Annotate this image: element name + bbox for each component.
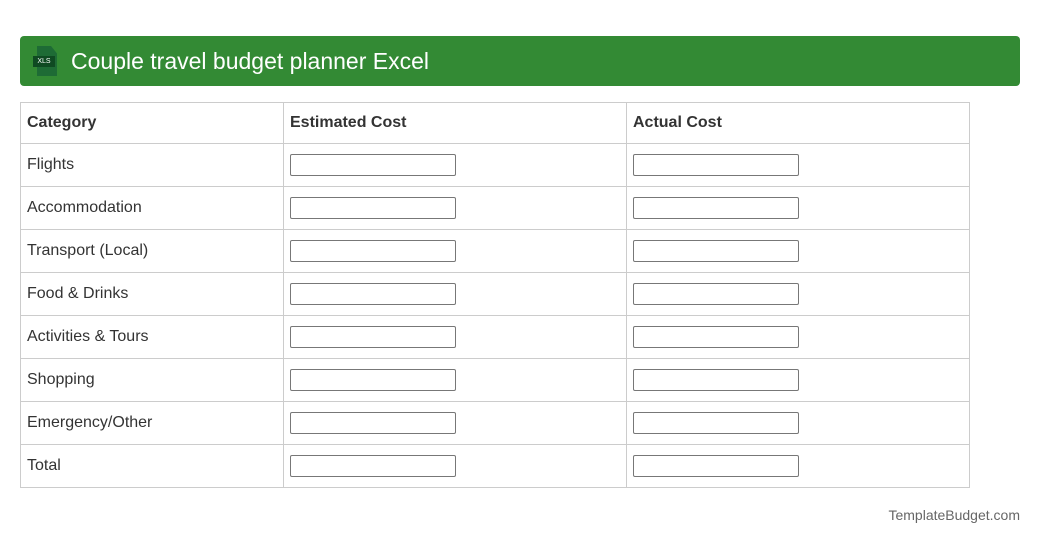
category-cell: Accommodation xyxy=(20,186,284,230)
page-title: Couple travel budget planner Excel xyxy=(71,47,430,74)
actual-cost-input[interactable] xyxy=(633,154,799,176)
actual-cell xyxy=(626,315,970,359)
category-cell: Activities & Tours xyxy=(20,315,284,359)
table-row: Total xyxy=(20,444,970,488)
actual-cost-input[interactable] xyxy=(633,240,799,262)
actual-cell xyxy=(626,229,970,273)
actual-cell xyxy=(626,444,970,488)
category-cell: Shopping xyxy=(20,358,284,402)
actual-cell xyxy=(626,358,970,402)
estimated-cost-input[interactable] xyxy=(290,154,456,176)
xls-file-icon: XLS xyxy=(33,46,57,76)
actual-cell xyxy=(626,143,970,187)
actual-cell xyxy=(626,186,970,230)
estimated-cost-input[interactable] xyxy=(290,197,456,219)
table-row: Emergency/Other xyxy=(20,401,970,445)
page-header: XLS Couple travel budget planner Excel xyxy=(20,36,1020,86)
estimated-cell xyxy=(283,444,627,488)
category-cell: Food & Drinks xyxy=(20,272,284,316)
footer-brand: TemplateBudget.com xyxy=(888,507,1020,523)
category-cell: Flights xyxy=(20,143,284,187)
actual-cell xyxy=(626,272,970,316)
actual-cost-input[interactable] xyxy=(633,326,799,348)
actual-cost-input[interactable] xyxy=(633,197,799,219)
estimated-cost-input[interactable] xyxy=(290,240,456,262)
estimated-cell xyxy=(283,358,627,402)
estimated-cost-input[interactable] xyxy=(290,326,456,348)
category-cell: Total xyxy=(20,444,284,488)
actual-cost-input[interactable] xyxy=(633,412,799,434)
actual-cost-input[interactable] xyxy=(633,283,799,305)
column-header-estimated: Estimated Cost xyxy=(283,102,627,144)
estimated-cell xyxy=(283,272,627,316)
estimated-cost-input[interactable] xyxy=(290,412,456,434)
estimated-cost-input[interactable] xyxy=(290,283,456,305)
estimated-cell xyxy=(283,401,627,445)
table-row: Accommodation xyxy=(20,186,970,230)
table-row: Transport (Local) xyxy=(20,229,970,273)
actual-cost-input[interactable] xyxy=(633,369,799,391)
estimated-cell xyxy=(283,229,627,273)
table-row: Food & Drinks xyxy=(20,272,970,316)
category-cell: Emergency/Other xyxy=(20,401,284,445)
column-header-category: Category xyxy=(20,102,284,144)
estimated-cell xyxy=(283,315,627,359)
estimated-cell xyxy=(283,186,627,230)
table-row: Flights xyxy=(20,143,970,187)
estimated-cell xyxy=(283,143,627,187)
category-cell: Transport (Local) xyxy=(20,229,284,273)
budget-table: Category Estimated Cost Actual Cost Flig… xyxy=(20,102,970,488)
actual-cost-input[interactable] xyxy=(633,455,799,477)
table-row: Shopping xyxy=(20,358,970,402)
actual-cell xyxy=(626,401,970,445)
column-header-actual: Actual Cost xyxy=(626,102,970,144)
estimated-cost-input[interactable] xyxy=(290,369,456,391)
table-row: Activities & Tours xyxy=(20,315,970,359)
estimated-cost-input[interactable] xyxy=(290,455,456,477)
